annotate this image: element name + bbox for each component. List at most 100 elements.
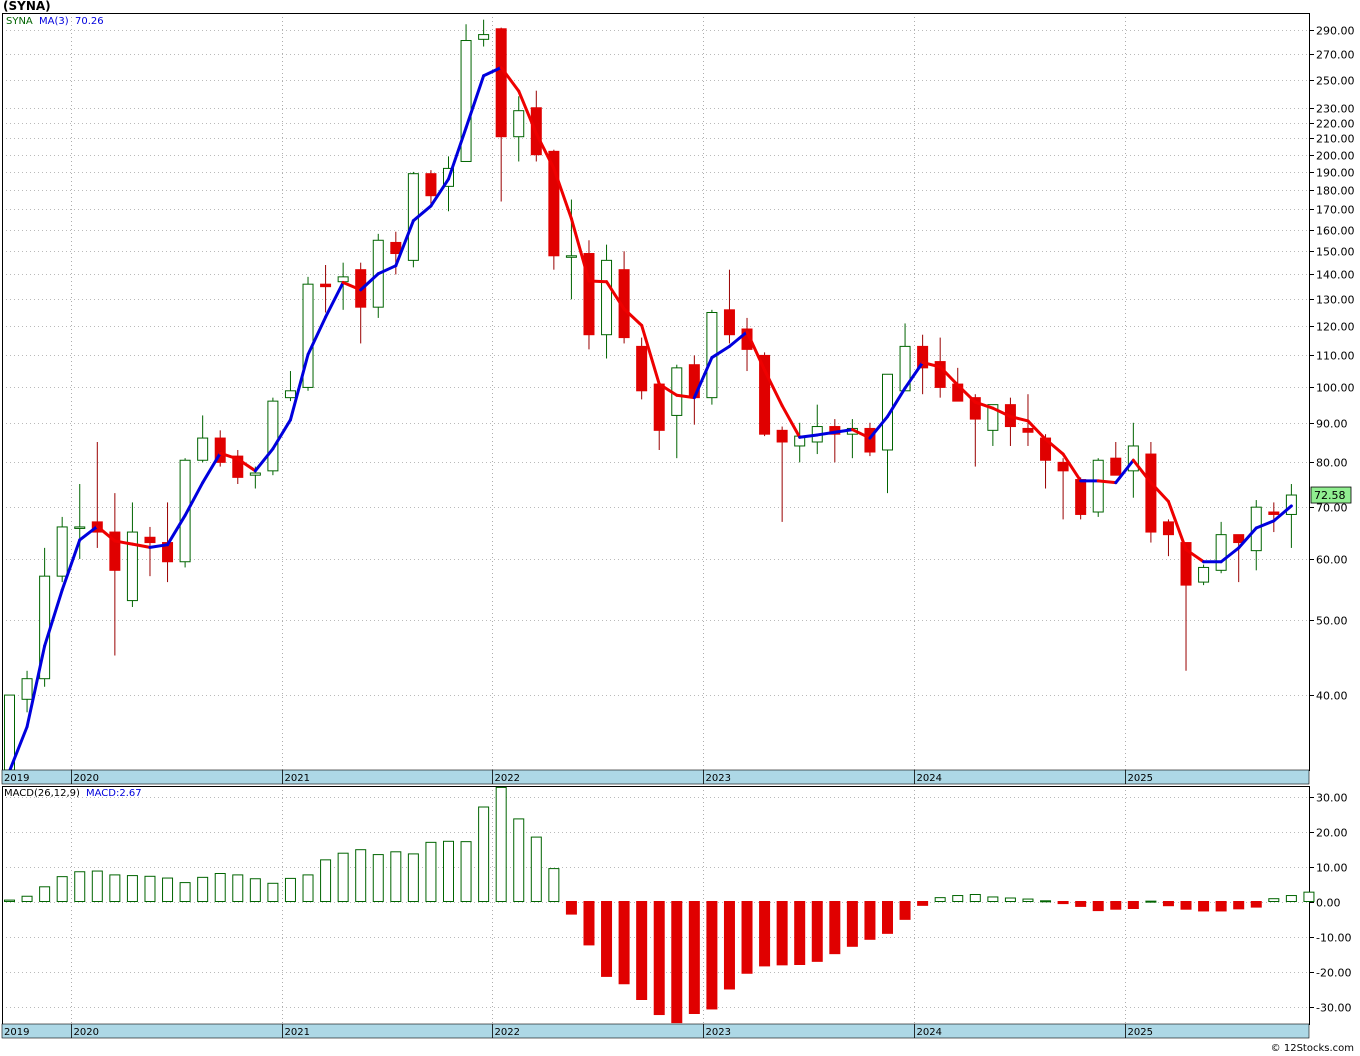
chart-title: (SYNA) (3, 0, 51, 13)
candle-body (1127, 445, 1139, 472)
macd-bar (284, 877, 296, 903)
candle-body (197, 437, 209, 461)
candle-body (513, 110, 525, 138)
macd-bar (495, 786, 507, 903)
price-tick-label: 110.00 (1316, 350, 1355, 363)
candle (320, 264, 332, 313)
macd-bar (214, 873, 226, 902)
candle-body (1233, 534, 1245, 544)
candle (56, 516, 68, 583)
ma3-segment (1026, 419, 1048, 441)
macd-tick-label: 0.00 (1316, 897, 1341, 910)
ma3-segment (938, 365, 960, 387)
candle (1268, 502, 1280, 533)
candle-body (109, 531, 121, 571)
macd-tick-label: 20.00 (1316, 827, 1348, 840)
ma3-segment (376, 264, 398, 276)
candle-body (969, 397, 981, 420)
macd-bar (934, 897, 946, 903)
candle (882, 373, 893, 494)
candle (425, 170, 437, 206)
macd-bar (759, 901, 771, 967)
macd-bar (1180, 901, 1192, 910)
price-tick-label: 270.00 (1316, 49, 1355, 62)
ma3-segment (692, 356, 714, 400)
candle-body (882, 373, 893, 451)
ma3-segment (780, 404, 802, 439)
candle-body (1180, 542, 1192, 586)
macd-bar (565, 901, 577, 915)
ma3-segment (569, 217, 591, 283)
macd-bar (513, 818, 525, 903)
candle (811, 404, 823, 455)
macd-bar (372, 854, 384, 902)
ma3-segment (429, 177, 450, 208)
candle-body (565, 255, 577, 258)
candle (1215, 521, 1227, 574)
ma3-segment (991, 406, 1012, 419)
legend-ma-label: MA(3) (39, 16, 69, 27)
macd-year-band (1, 1023, 1310, 1039)
candle-body (1110, 457, 1122, 476)
ma3-segment (587, 279, 609, 284)
macd-bar (1040, 900, 1052, 903)
candle-body (864, 427, 876, 453)
macd-year-label: 2024 (917, 1027, 942, 1038)
candle (1110, 441, 1122, 476)
macd-bar (653, 901, 665, 1016)
candle-body (425, 173, 437, 197)
candle-body (653, 383, 665, 431)
macd-bar (899, 901, 911, 920)
candle-body (987, 404, 999, 431)
ma3-segment (1237, 526, 1258, 550)
macd-year-label: 2025 (1128, 1027, 1153, 1038)
candle-body (723, 309, 735, 336)
candle-body (776, 429, 788, 443)
price-year-label: 2023 (706, 773, 731, 784)
ma3-segment (464, 74, 486, 130)
macd-bar (952, 895, 964, 902)
candle (829, 419, 841, 463)
macd-bar (197, 876, 209, 902)
candle-body (917, 345, 929, 369)
macd-bar (1004, 897, 1016, 902)
price-tick-label: 60.00 (1316, 554, 1348, 567)
macd-year-label: 2019 (4, 1027, 29, 1038)
candle (846, 419, 858, 459)
ma3-segment (148, 543, 170, 549)
macd-bar (1092, 901, 1104, 912)
price-tick-label: 50.00 (1316, 615, 1348, 628)
ma3-segment (78, 524, 99, 542)
ma3-segment (675, 393, 696, 400)
ma3-segment (1114, 458, 1135, 485)
candle (618, 251, 630, 344)
price-tick-label: 290.00 (1316, 25, 1355, 38)
macd-bar (776, 901, 788, 966)
candle (197, 415, 209, 463)
price-tick-label: 170.00 (1316, 204, 1355, 217)
candle-body (267, 400, 279, 472)
macd-bar (583, 901, 595, 946)
macd-bar (601, 901, 613, 977)
macd-bar (4, 899, 15, 902)
candle (671, 364, 683, 459)
candle-body (390, 241, 402, 255)
macd-bar (1285, 895, 1297, 902)
ma3-segment (657, 382, 679, 397)
candle (355, 262, 367, 344)
candle (723, 269, 735, 344)
macd-bar (460, 841, 472, 903)
ma3-segment (499, 66, 521, 93)
price-tick-label: 40.00 (1316, 690, 1348, 703)
price-tick-label: 140.00 (1316, 269, 1355, 282)
ma3-segment (43, 588, 64, 648)
ma3-segment (411, 204, 433, 223)
price-tick-label: 200.00 (1316, 150, 1355, 163)
candle (776, 426, 788, 522)
ma3-segment (798, 433, 819, 439)
ma3-segment (1184, 548, 1206, 564)
macd-bar (1145, 900, 1157, 903)
ma3-segment (973, 400, 995, 410)
candle-body (21, 678, 33, 700)
price-tick-label: 90.00 (1316, 418, 1348, 431)
